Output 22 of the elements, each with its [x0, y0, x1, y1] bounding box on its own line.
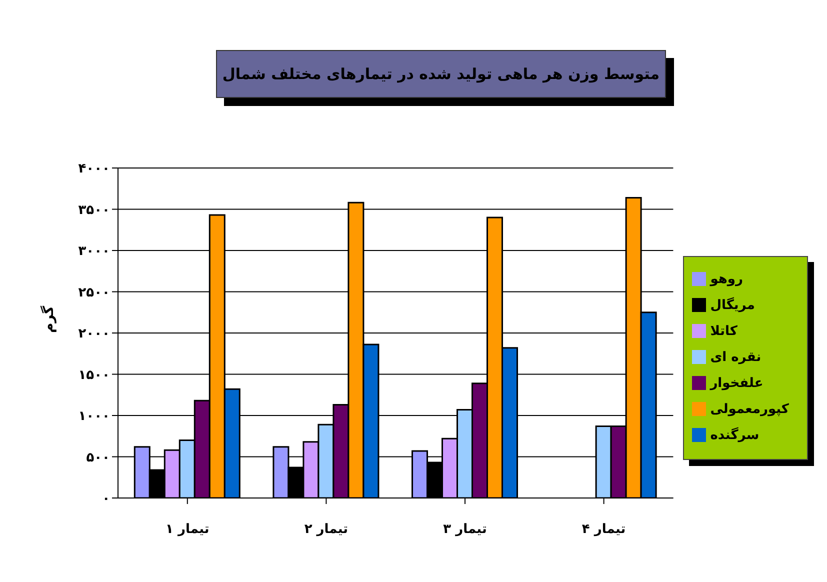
y-tick-label: ۰	[102, 492, 110, 507]
y-tick-label: ۲۵۰۰	[78, 285, 110, 300]
legend-label: سرگنده	[710, 428, 760, 443]
x-tick-label: تیمار ۱	[166, 522, 210, 538]
y-tick-label: ۳۵۰۰	[78, 202, 110, 218]
legend-label: علفخوار	[710, 376, 764, 391]
y-tick-label: ۱۰۰۰	[78, 409, 110, 424]
legend-label: کپورمعمولی	[710, 402, 789, 417]
x-tick-label: تیمار ۳	[443, 522, 487, 538]
y-tick-label: ۱۵۰۰	[78, 368, 110, 383]
legend-label: روهو	[710, 272, 743, 287]
legend-label: نقره ای	[710, 350, 762, 365]
y-tick-label: ۵۰۰	[86, 450, 110, 466]
x-tick-label: تیمار ۲	[304, 522, 348, 538]
y-tick-label: ۲۰۰۰	[78, 326, 110, 342]
chart-title: متوسط وزن هر ماهی تولید شده در تیمارهای مختلف شمال	[216, 50, 666, 98]
legend-label: مریگال	[710, 298, 755, 313]
y-tick-label: ۴۰۰۰	[78, 162, 110, 177]
y-tick-label: ۳۰۰۰	[78, 244, 110, 260]
x-tick-label: تیمار ۴	[582, 522, 626, 538]
y-axis-title: گرم	[40, 305, 57, 333]
legend-label: کاتلا	[710, 324, 738, 339]
